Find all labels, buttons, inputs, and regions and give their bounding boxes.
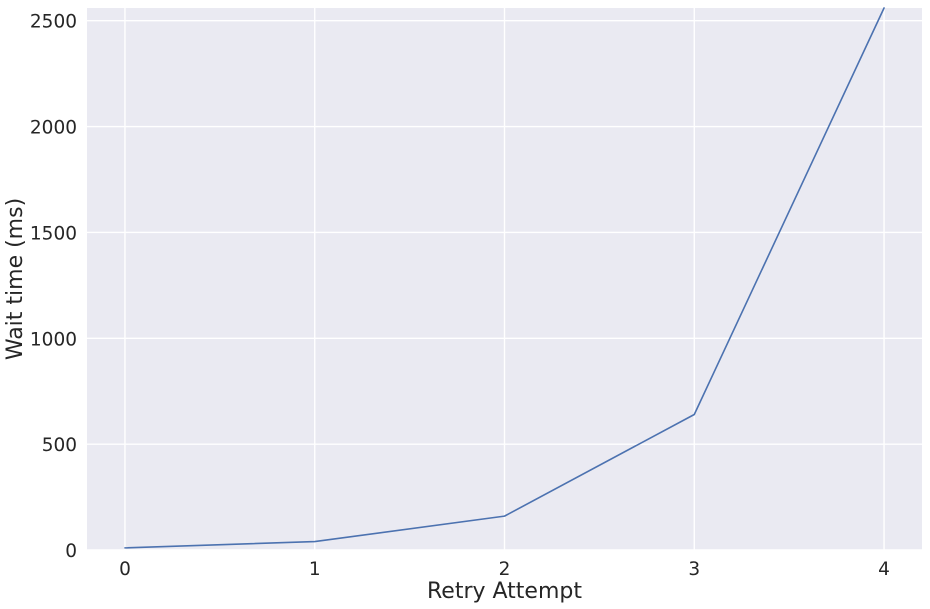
y-tick-label: 1000	[30, 329, 77, 350]
y-tick-label: 2000	[30, 118, 77, 139]
y-tick-label: 1500	[30, 223, 77, 244]
x-tick-label: 3	[688, 559, 700, 580]
series-line	[124, 7, 885, 549]
y-tick-labels: 0 500 1000 1500 2000 2500	[30, 12, 77, 562]
x-tick-labels: 0 1 2 3 4	[119, 559, 890, 580]
y-tick-label: 2500	[30, 12, 77, 33]
x-tick-label: 1	[309, 559, 321, 580]
x-tick-label: 2	[499, 559, 511, 580]
grid-lines	[87, 8, 922, 551]
x-tick-label: 0	[119, 559, 131, 580]
y-tick-label: 0	[65, 541, 77, 562]
y-tick-label: 500	[42, 435, 77, 456]
series-layer	[124, 7, 885, 549]
x-axis-label: Retry Attempt	[427, 579, 582, 604]
x-tick-label: 4	[878, 559, 890, 580]
y-axis-label: Wait time (ms)	[3, 198, 28, 360]
